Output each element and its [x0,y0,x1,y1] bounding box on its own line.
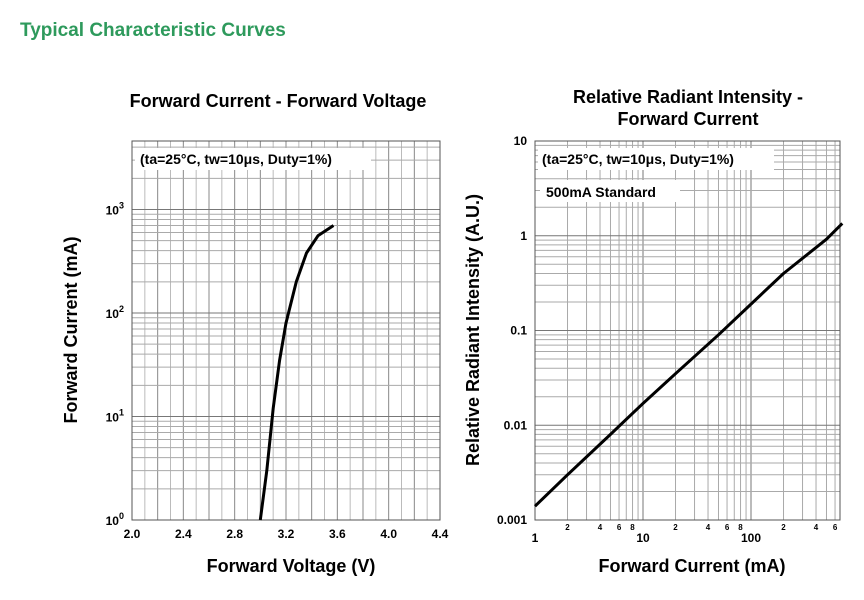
y-tick-label: 10 [514,134,528,148]
y-axis-label: Relative Radiant Intensity (A.U.) [463,194,483,466]
y-tick-base: 10 [106,411,120,425]
y-tick-label: 103 [106,201,124,218]
x-axis-label: Forward Voltage (V) [207,556,376,576]
condition-note: (ta=25°C, tw=10μs, Duty=1%) [542,151,734,167]
y-tick-label: 0.1 [510,324,527,338]
y-tick-exponent: 1 [119,408,124,418]
x-tick-label: 4.4 [432,527,449,541]
y-tick-label: 102 [106,304,124,321]
x-minor-tick-label: 6 [617,523,622,532]
x-tick-label: 2.0 [124,527,141,541]
series-line [258,224,335,521]
x-minor-tick-label: 8 [630,523,635,532]
page-title: Typical Characteristic Curves [20,20,286,41]
x-minor-tick-label: 4 [814,523,819,532]
y-tick-exponent: 3 [119,201,124,211]
chart-title-line-1: Relative Radiant Intensity - [573,87,803,107]
x-tick-label: 3.6 [329,527,346,541]
note-background [538,148,774,170]
x-minor-tick-label: 2 [673,523,678,532]
note-background [135,148,371,170]
x-minor-tick-label: 2 [781,523,786,532]
plot-frame [131,140,441,521]
x-minor-tick-label: 4 [706,523,711,532]
x-minor-tick-label: 8 [738,523,743,532]
x-minor-tick-label: 2 [565,523,570,532]
y-tick-base: 10 [106,204,120,218]
x-axis-label: Forward Current (mA) [598,556,785,576]
x-tick-label: 4.0 [380,527,397,541]
x-minor-tick-label: 4 [598,523,603,532]
x-tick-label: 1 [532,531,539,545]
chart-title: Forward Current - Forward Voltage [130,91,427,111]
condition-note: (ta=25°C, tw=10μs, Duty=1%) [140,151,332,167]
chart-title-line-2: Forward Current [617,109,758,129]
x-tick-label: 100 [741,531,761,545]
x-tick-label: 2.8 [226,527,243,541]
y-tick-base: 10 [106,514,120,528]
y-tick-exponent: 0 [119,511,124,521]
y-tick-base: 10 [106,307,120,321]
x-tick-label: 10 [636,531,650,545]
x-tick-label: 3.2 [278,527,295,541]
y-tick-label: 0.01 [504,418,528,432]
y-tick-label: 100 [106,511,124,528]
plot-frame [534,140,841,521]
y-tick-label: 1 [520,229,527,243]
x-tick-label: 2.4 [175,527,192,541]
standard-note: 500mA Standard [546,184,656,200]
x-minor-tick-label: 6 [833,523,838,532]
series-line [533,222,844,508]
x-minor-tick-label: 6 [725,523,730,532]
note-background [540,180,680,202]
y-axis-label: Forward Current (mA) [61,236,81,423]
y-tick-exponent: 2 [119,304,124,314]
y-tick-label: 0.001 [497,513,527,527]
y-tick-label: 101 [106,408,124,425]
